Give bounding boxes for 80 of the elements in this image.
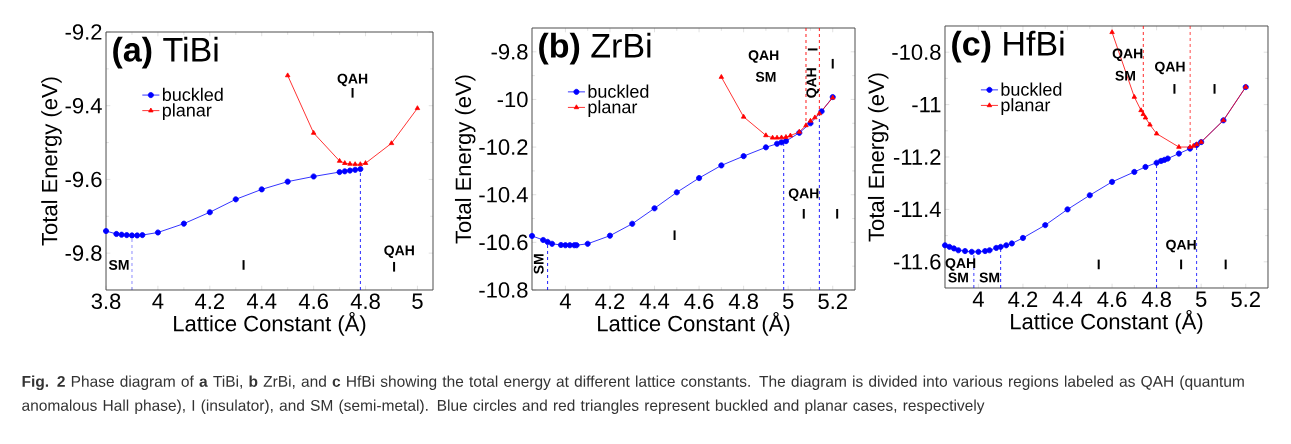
x-axis-title: Lattice Constant (Å) bbox=[174, 311, 366, 336]
text: Fig. 2 Phase diagram of a TiBi, b ZrBi, and c HfBi showing the total energy at different lattice constants. The diagram is divided into various regions labeled as QAH (quantum anomalous Hall phase), I (insulator), and SM (semi-metal). Blue circles and red triangles represent buckled and planar cases, respectively bbox=[22, 375, 1244, 414]
x-tick-label: 4 bbox=[972, 291, 984, 307]
annotation: QAH bbox=[945, 258, 976, 271]
y-tick-label: -11.4 bbox=[893, 201, 941, 217]
x-tick-label: 4.2 bbox=[195, 293, 225, 309]
x-tick-label: 5.2 bbox=[1231, 291, 1260, 308]
x-tick-label: 5 bbox=[1195, 291, 1207, 307]
annotation: I bbox=[836, 208, 839, 219]
y-axis-title: Total Energy (eV) bbox=[41, 77, 62, 246]
x-axis-title: Lattice Constant (Å) bbox=[598, 311, 790, 336]
y-tick-label: -10.8 bbox=[479, 282, 528, 298]
legend-label: buckled bbox=[1001, 82, 1062, 96]
x-tick-label: 4.4 bbox=[246, 293, 277, 309]
legend-label: buckled bbox=[162, 87, 223, 102]
annotation: SM bbox=[755, 71, 776, 82]
y-tick-label: -10.2 bbox=[479, 139, 528, 155]
legend-label: buckled bbox=[588, 84, 649, 98]
y-tick-label: -10.4 bbox=[479, 186, 528, 203]
y-tick-label: -9.6 bbox=[65, 171, 102, 188]
y-tick-label: -10.8 bbox=[892, 44, 941, 60]
x-tick-label: 5.2 bbox=[818, 293, 847, 310]
y-axis-title: Total Energy (eV) bbox=[867, 73, 889, 242]
x-tick-label: 4.6 bbox=[298, 293, 328, 310]
x-tick-label: 3.8 bbox=[91, 293, 121, 310]
annotation: I bbox=[393, 261, 396, 272]
annotation: I bbox=[1213, 84, 1216, 94]
legend-label: planar bbox=[162, 103, 212, 121]
annotation: QAH bbox=[1166, 239, 1196, 253]
x-tick-label: 4.4 bbox=[1052, 291, 1083, 307]
y-tick-label: -9.8 bbox=[491, 44, 528, 60]
x-axis-title: Lattice Constant (Å) bbox=[1011, 309, 1203, 334]
annotation: I bbox=[807, 48, 818, 51]
annotation: I bbox=[242, 260, 245, 270]
annotation: SM bbox=[1115, 70, 1135, 81]
annotation: I bbox=[831, 58, 834, 69]
annotation: QAH bbox=[748, 50, 779, 63]
x-tick-label: 5 bbox=[412, 293, 423, 309]
y-tick-label: -9.4 bbox=[65, 97, 102, 114]
annotation: QAH bbox=[337, 73, 368, 87]
annotation: SM bbox=[948, 272, 968, 283]
annotation: I bbox=[1173, 84, 1176, 94]
legend-label: planar bbox=[588, 100, 638, 117]
annotation: I bbox=[1097, 259, 1100, 270]
x-tick-label: 4.8 bbox=[350, 293, 380, 310]
annotation: I bbox=[1180, 259, 1183, 270]
y-tick-label: -10 bbox=[497, 91, 528, 108]
x-tick-label: 4.2 bbox=[595, 293, 625, 309]
x-tick-label: 4.6 bbox=[684, 293, 714, 310]
y-tick-label: -11.6 bbox=[893, 254, 941, 270]
x-tick-label: 4.2 bbox=[1008, 291, 1038, 307]
y-tick-label: -9.2 bbox=[65, 24, 102, 40]
annotation: I bbox=[351, 88, 354, 98]
y-tick-label: -10.6 bbox=[479, 234, 528, 251]
annotation: SM bbox=[533, 254, 544, 274]
annotation: SM bbox=[108, 259, 129, 270]
annotation: QAH bbox=[384, 245, 414, 258]
annotation: I bbox=[673, 230, 676, 241]
annotation: QAH bbox=[788, 188, 819, 201]
chart-title: (c) HfBi bbox=[952, 30, 1064, 63]
legend-label: planar bbox=[1001, 98, 1051, 115]
y-tick-label: -11.2 bbox=[893, 149, 941, 165]
annotation: SM bbox=[979, 272, 1000, 283]
y-axis-title: Total Energy (eV) bbox=[454, 75, 476, 244]
x-tick-label: 4.4 bbox=[639, 293, 670, 309]
x-tick-label: 4.8 bbox=[1141, 291, 1171, 308]
x-tick-label: 5 bbox=[782, 293, 794, 309]
y-tick-label: -9.8 bbox=[65, 245, 102, 261]
x-tick-label: 4.8 bbox=[728, 293, 758, 310]
y-tick-label: -11 bbox=[912, 97, 941, 113]
x-tick-label: 4 bbox=[152, 293, 164, 309]
annotation: QAH bbox=[1155, 61, 1185, 75]
chart-title: (a) TiBi bbox=[113, 36, 218, 69]
annotation: QAH bbox=[1112, 48, 1143, 62]
chart-title: (b) ZrBi bbox=[539, 32, 651, 65]
x-tick-label: 4.6 bbox=[1097, 291, 1127, 308]
x-tick-label: 4 bbox=[559, 293, 571, 309]
annotation: QAH bbox=[806, 68, 819, 98]
annotation: I bbox=[1224, 259, 1227, 270]
annotation: I bbox=[802, 208, 805, 219]
